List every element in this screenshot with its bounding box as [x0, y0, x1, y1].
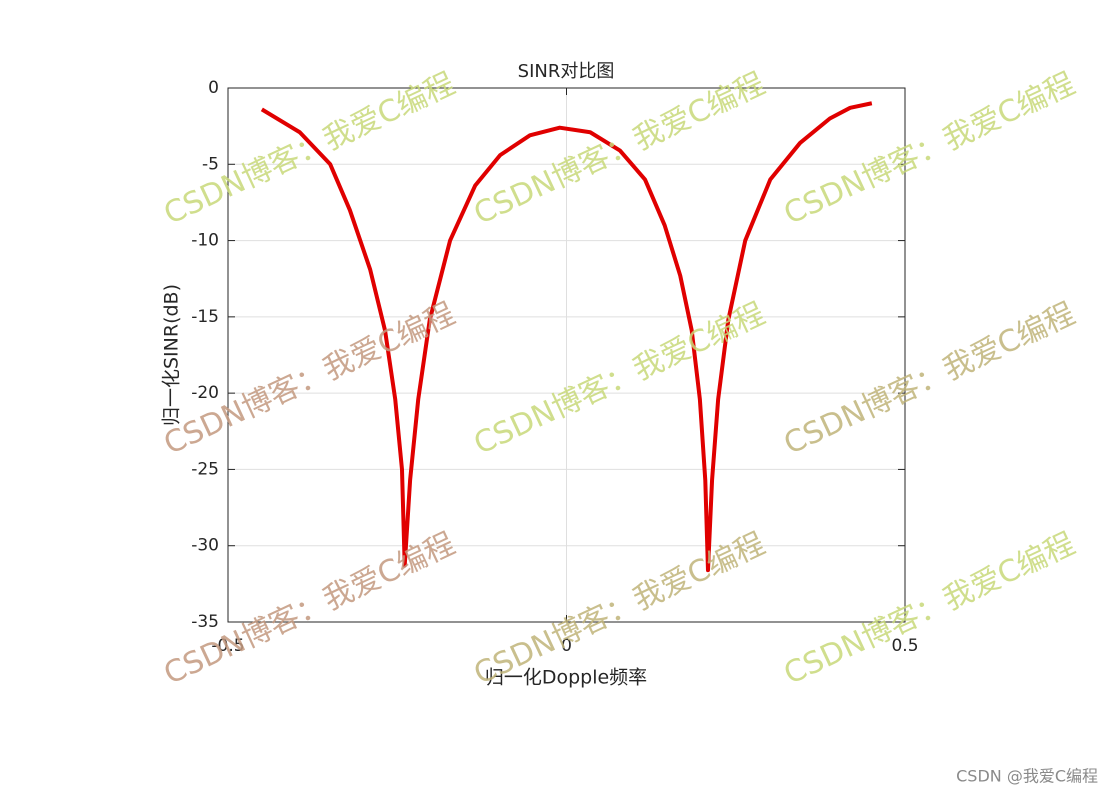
y-tick-label: -20	[191, 383, 219, 403]
watermark: CSDN博客：我爱C编程	[159, 66, 461, 231]
y-tick-label: -25	[191, 459, 219, 479]
y-axis-label: 归一化SINR(dB)	[161, 284, 183, 426]
x-tick-label: -0.5	[211, 636, 244, 656]
y-tick-label: -15	[191, 307, 219, 327]
x-axis-label: 归一化Dopple频率	[485, 667, 647, 689]
watermark: CSDN博客：我爱C编程	[469, 296, 771, 461]
x-tick-label: 0.5	[891, 636, 918, 656]
x-tick-label: 0	[561, 636, 572, 656]
data-line	[260, 101, 873, 573]
watermark: CSDN博客：我爱C编程	[469, 66, 771, 231]
y-tick-label: -10	[191, 231, 219, 251]
watermark: CSDN博客：我爱C编程	[779, 296, 1081, 461]
axes-box	[227, 87, 906, 623]
watermark: CSDN博客：我爱C编程	[779, 66, 1081, 231]
y-tick-label: -30	[191, 536, 219, 556]
footer: CSDN @我爱C编程	[956, 767, 1098, 786]
y-tick-label: -5	[202, 154, 219, 174]
watermark: CSDN博客：我爱C编程	[779, 526, 1081, 691]
y-tick-label: -35	[191, 612, 219, 632]
chart-title: SINR对比图	[518, 61, 615, 82]
y-tick-label: 0	[208, 78, 219, 98]
